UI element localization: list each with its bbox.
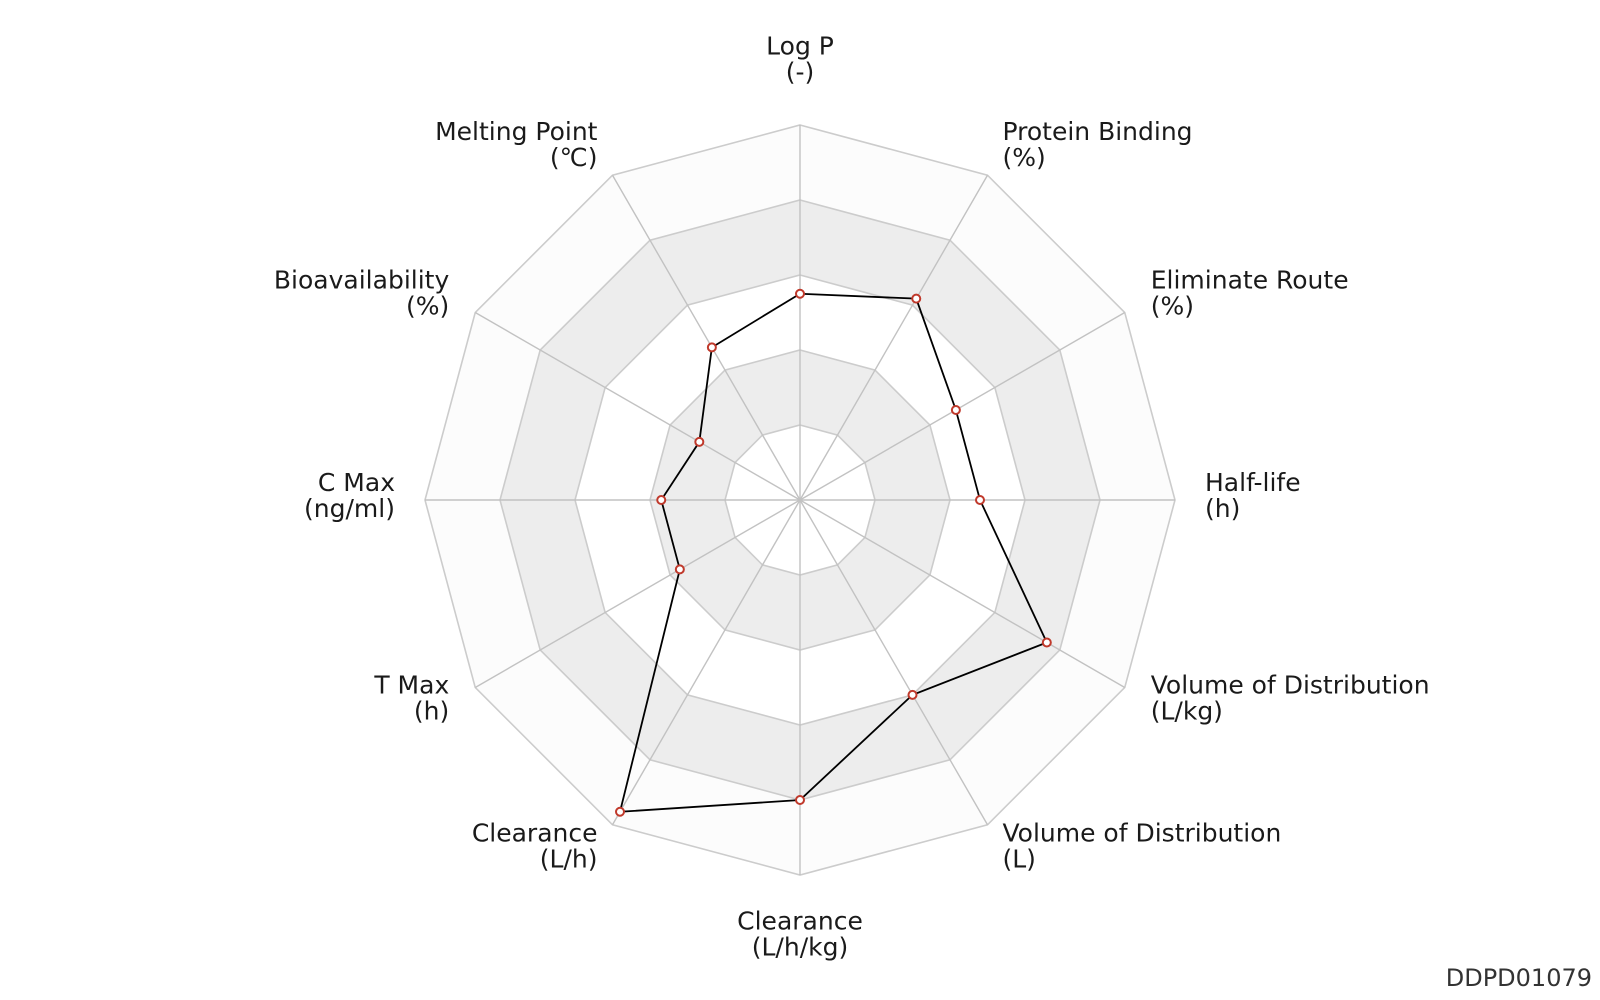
axis-label-3: Eliminate Route (%) [1151, 265, 1349, 320]
axis-label-8: Clearance (L/h) [472, 819, 598, 874]
axis-name: Protein Binding [1003, 117, 1193, 146]
radar-point-4 [975, 495, 985, 505]
radar-point-3 [950, 405, 961, 415]
axis-unit: (-) [786, 58, 815, 87]
radar-point-9 [674, 564, 685, 575]
axis-name: Eliminate Route [1151, 265, 1349, 294]
radar-axis-labels: Log P (-)Protein Binding (%)Eliminate Rout… [274, 32, 1430, 962]
radar-data-points [615, 288, 1052, 817]
axis-label-4: Half-life (h) [1205, 468, 1301, 523]
radar-spoke-3 [799, 311, 1126, 501]
axis-name: T Max [373, 670, 449, 699]
axis-name: Volume of Distribution [1003, 819, 1282, 848]
axis-label-12: Melting Point (℃) [435, 117, 598, 172]
axis-label-2: Protein Binding (%) [1003, 117, 1193, 172]
axis-unit: (L/kg) [1151, 696, 1223, 725]
axis-label-10: C Max (ng/ml) [304, 468, 395, 523]
axis-label-7: Clearance (L/h/kg) [737, 907, 863, 962]
axis-name: Volume of Distribution [1151, 670, 1430, 699]
radar-point-1 [795, 288, 805, 299]
axis-unit: (ng/ml) [304, 494, 395, 523]
axis-unit: (L/h/kg) [752, 933, 848, 962]
radar-point-12 [706, 342, 717, 353]
radar-spoke-5 [799, 499, 1126, 689]
radar-spoke-8 [611, 499, 801, 826]
radar-spoke-6 [799, 499, 989, 826]
axis-label-1: Log P (-) [766, 32, 834, 87]
axis-unit: (h) [1205, 494, 1240, 523]
axis-name: Clearance [737, 907, 863, 936]
axis-name: C Max [318, 468, 395, 497]
axis-label-6: Volume of Distribution (L) [1003, 819, 1282, 874]
radar-point-2 [911, 293, 922, 304]
axis-unit: (L) [1003, 845, 1036, 874]
radar-spoke-11 [474, 311, 801, 501]
axis-unit: (%) [1151, 291, 1194, 320]
axis-label-11: Bioavailability (%) [274, 265, 450, 320]
axis-unit: (h) [414, 696, 449, 725]
axis-unit: (%) [406, 291, 449, 320]
axis-label-5: Volume of Distribution (L/kg) [1151, 670, 1430, 725]
radar-point-11 [694, 436, 705, 447]
radar-point-5 [1041, 637, 1052, 648]
chart-id-watermark: DDPD01079 [1445, 964, 1592, 992]
radar-spoke-9 [474, 499, 801, 689]
axis-name: Log P [766, 32, 834, 61]
radar-point-6 [907, 689, 918, 700]
axis-name: Melting Point [435, 117, 598, 146]
axis-label-9: T Max (h) [373, 670, 449, 725]
radar-point-10 [656, 495, 667, 505]
radar-spoke-12 [611, 174, 801, 501]
axis-unit: (℃) [550, 143, 598, 172]
radar-point-8 [615, 806, 625, 817]
axis-unit: (%) [1003, 143, 1046, 172]
axis-name: Half-life [1205, 468, 1301, 497]
axis-name: Bioavailability [274, 265, 450, 294]
axis-unit: (L/h) [540, 845, 598, 874]
radar-axis-spokes [425, 125, 1175, 875]
radar-point-7 [795, 795, 805, 805]
radar-spoke-2 [799, 174, 989, 501]
axis-name: Clearance [472, 819, 598, 848]
